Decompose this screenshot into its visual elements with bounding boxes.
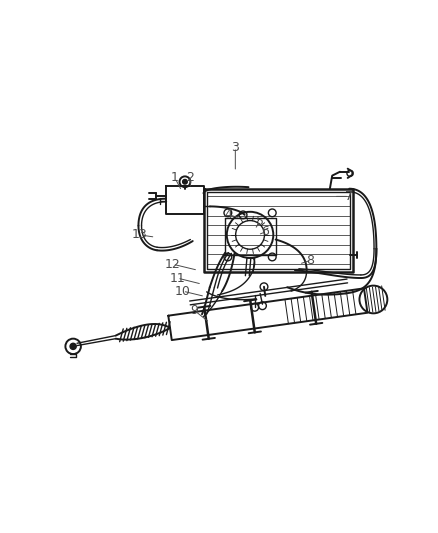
Text: 5: 5 — [256, 215, 264, 228]
Text: 1: 1 — [171, 172, 179, 184]
Text: 9: 9 — [191, 304, 198, 317]
Text: 2: 2 — [187, 172, 194, 184]
Text: 3: 3 — [231, 141, 239, 154]
Circle shape — [70, 343, 76, 350]
Text: 8: 8 — [307, 254, 314, 267]
Circle shape — [183, 180, 187, 184]
Text: 7: 7 — [345, 190, 353, 203]
Text: 10: 10 — [175, 285, 191, 297]
Text: 12: 12 — [165, 257, 180, 271]
Text: 4: 4 — [224, 208, 232, 221]
Text: 13: 13 — [132, 229, 148, 241]
Text: 6: 6 — [261, 225, 269, 238]
Text: 11: 11 — [170, 271, 185, 285]
